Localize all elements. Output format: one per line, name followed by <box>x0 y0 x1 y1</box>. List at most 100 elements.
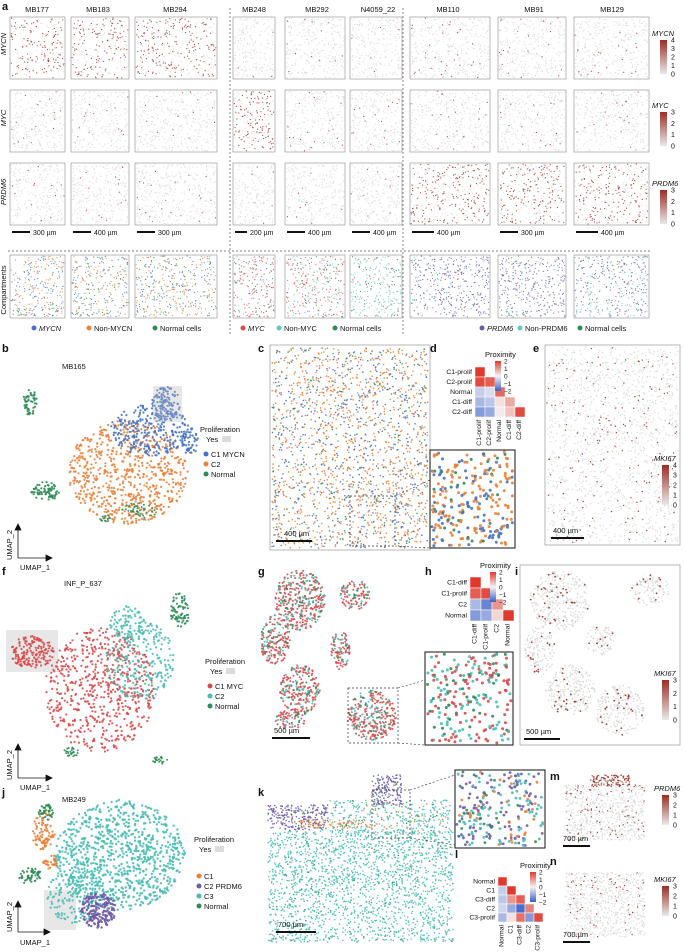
cell-point <box>271 143 272 144</box>
cell-point <box>110 21 111 22</box>
cell-point <box>126 135 127 136</box>
cell-point <box>136 140 137 141</box>
cell-point <box>80 108 81 109</box>
cell-point <box>308 175 309 176</box>
cell-point <box>168 64 169 65</box>
cell-point <box>252 144 253 145</box>
cell-point <box>109 59 110 60</box>
cell-point <box>80 266 81 267</box>
cell-point <box>74 199 75 200</box>
cell-point <box>164 223 165 224</box>
cell-point <box>136 277 137 278</box>
cell-point <box>104 273 105 274</box>
cell-point <box>255 312 256 313</box>
cell-point <box>156 312 157 313</box>
cell-point <box>39 129 40 130</box>
cell-point <box>173 296 174 297</box>
cell-point <box>285 54 286 55</box>
cell-point <box>269 306 270 307</box>
cell-point <box>125 140 126 141</box>
cell-point <box>96 139 97 140</box>
cell-point <box>195 305 196 306</box>
cell-point <box>138 277 139 278</box>
cell-point <box>118 183 119 184</box>
cell-point <box>22 27 23 28</box>
cell-point <box>324 217 325 218</box>
cell-point <box>153 50 154 51</box>
cell-point <box>313 24 314 25</box>
cell-point <box>172 195 173 196</box>
cell-point <box>297 35 298 36</box>
cell-point <box>59 295 60 296</box>
cell-point <box>145 187 146 188</box>
cell-point <box>173 275 174 276</box>
cell-point <box>318 200 319 201</box>
cell-point <box>186 290 187 291</box>
cell-point <box>13 118 14 119</box>
cell-point <box>139 136 140 137</box>
cell-point <box>196 102 197 103</box>
cell-point <box>138 207 139 208</box>
cell-point <box>101 58 102 59</box>
cell-point <box>266 286 267 287</box>
cell-point <box>187 255 188 256</box>
cell-point <box>253 218 254 219</box>
cell-point <box>50 293 51 294</box>
cell-point <box>162 211 163 212</box>
cell-point <box>98 135 99 136</box>
cell-point <box>87 263 88 264</box>
cell-point <box>212 44 213 45</box>
cell-point <box>205 126 206 127</box>
cell-point <box>253 314 254 315</box>
cell-point <box>41 267 42 268</box>
cell-point <box>312 73 313 74</box>
cell-point <box>115 176 116 177</box>
cell-point <box>322 203 323 204</box>
cell-point <box>92 205 93 206</box>
cell-point <box>239 165 240 166</box>
cell-point <box>24 176 25 177</box>
cell-point <box>79 207 80 208</box>
cell-point <box>326 77 327 78</box>
cell-point <box>35 95 36 96</box>
cell-point <box>162 290 163 291</box>
cell-point <box>94 173 95 174</box>
cell-point <box>121 194 122 195</box>
cell-point <box>167 185 168 186</box>
cell-point <box>126 109 127 110</box>
cell-point <box>13 274 14 275</box>
cell-point <box>250 101 251 102</box>
cell-point <box>189 129 190 130</box>
cell-point <box>120 57 121 58</box>
cell-point <box>270 26 271 27</box>
cell-point <box>140 292 141 293</box>
cell-point <box>339 197 340 198</box>
cell-point <box>49 49 50 50</box>
cell-point <box>33 291 34 292</box>
cell-point <box>118 286 119 287</box>
cell-point <box>273 171 274 172</box>
cell-point <box>31 207 32 208</box>
cell-point <box>176 67 177 68</box>
cell-point <box>297 169 298 170</box>
cell-point <box>110 182 111 183</box>
cell-point <box>92 166 93 167</box>
cell-point <box>296 175 297 176</box>
cell-point <box>23 178 24 179</box>
cell-point <box>161 186 162 187</box>
cell-point <box>14 164 15 165</box>
cell-point <box>196 210 197 211</box>
cell-point <box>25 282 26 283</box>
cell-point <box>108 134 109 135</box>
cell-point <box>190 303 191 304</box>
cell-point <box>95 98 96 99</box>
cell-point <box>246 74 247 75</box>
cell-point <box>172 289 173 290</box>
cell-point <box>288 49 289 50</box>
cell-point <box>247 276 248 277</box>
cell-point <box>88 263 89 264</box>
cell-point <box>316 28 317 29</box>
cell-point <box>175 68 176 69</box>
cell-point <box>156 57 157 58</box>
cell-point <box>96 277 97 278</box>
